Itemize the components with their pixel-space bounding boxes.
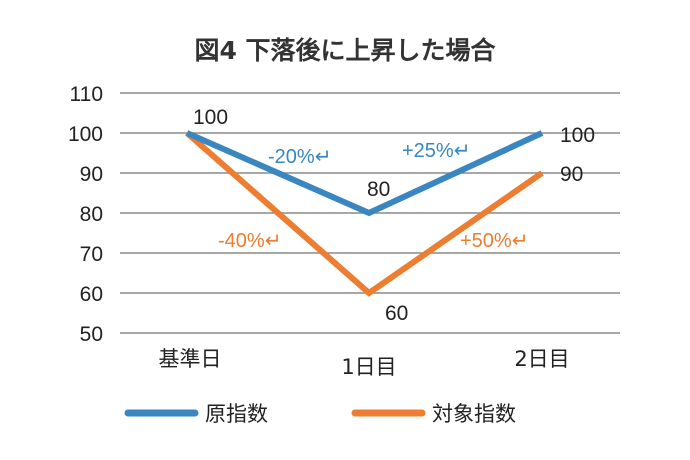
change-annotation: -20%↵ xyxy=(268,146,331,168)
y-axis: 50 60 70 80 90 100 110 xyxy=(68,83,103,346)
change-annotation: +50%↵ xyxy=(460,230,528,252)
data-label: 100 xyxy=(193,106,228,129)
series-line-original-index xyxy=(185,130,544,217)
series-line-target-index xyxy=(185,130,544,297)
data-label: 60 xyxy=(385,302,408,325)
x-axis: 基準日 1日目 2日目 xyxy=(159,347,570,379)
x-category-label: 1日目 xyxy=(341,355,396,379)
data-label: 90 xyxy=(560,163,583,186)
legend-label: 対象指数 xyxy=(432,402,516,426)
y-tick-label: 50 xyxy=(80,323,103,346)
change-annotation: +25%↵ xyxy=(402,140,470,162)
change-annotation: -40%↵ xyxy=(218,230,281,252)
y-tick-label: 60 xyxy=(80,283,103,306)
y-tick-label: 90 xyxy=(80,163,103,186)
legend-label: 原指数 xyxy=(205,402,268,426)
x-category-label: 2日目 xyxy=(514,347,569,371)
data-label: 100 xyxy=(560,124,595,147)
legend: 原指数 対象指数 xyxy=(124,402,516,426)
y-tick-label: 80 xyxy=(80,203,103,226)
chart-title: 図4 下落後に上昇した場合 xyxy=(194,36,496,65)
y-tick-label: 70 xyxy=(80,243,103,266)
y-tick-label: 100 xyxy=(68,123,103,146)
data-label: 80 xyxy=(367,178,390,201)
x-category-label: 基準日 xyxy=(159,347,222,371)
series-lines xyxy=(185,130,544,297)
gridlines xyxy=(120,92,620,334)
y-tick-label: 110 xyxy=(70,83,103,106)
data-labels: 100 80 100 60 90 -20%↵ +25%↵ -40%↵ +50%↵ xyxy=(193,106,595,325)
